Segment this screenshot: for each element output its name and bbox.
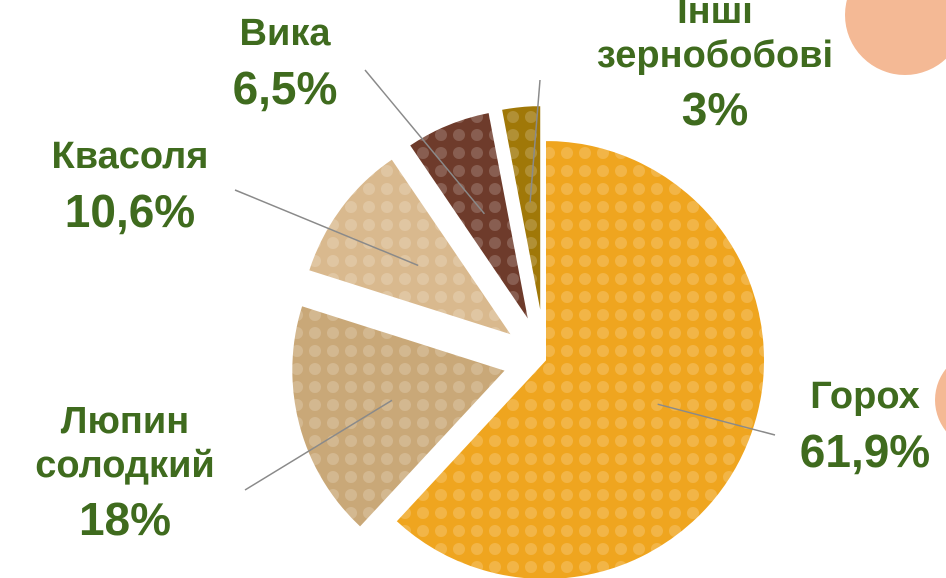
- slice-label: Люпин солодкий 18%: [0, 400, 250, 546]
- category-name: Горох: [810, 375, 920, 417]
- slice-texture: [395, 140, 765, 578]
- slice-label: Інші зернобобові 3%: [560, 0, 870, 136]
- category-name: Люпин солодкий: [35, 400, 215, 486]
- slice-texture: [308, 158, 513, 337]
- value-label: 3%: [681, 83, 749, 136]
- decor-circle: [935, 368, 946, 432]
- value-label: 6,5%: [232, 61, 338, 114]
- category-name: Вика: [239, 12, 331, 54]
- leader-line: [529, 79, 541, 203]
- value-label: 10,6%: [64, 184, 196, 237]
- slice-label: Горох 61,9%: [775, 375, 946, 478]
- leader-line: [234, 189, 419, 267]
- decor-circle: [845, 0, 946, 75]
- value-label: 18%: [78, 493, 172, 546]
- leader-line: [244, 399, 393, 491]
- category-name: Інші зернобобові: [596, 0, 834, 76]
- slice-texture: [408, 111, 530, 324]
- value-label: 61,9%: [799, 424, 931, 477]
- leader-line: [364, 69, 486, 215]
- slice-texture: [500, 105, 542, 321]
- leader-line: [657, 403, 776, 436]
- slice-label: Квасоля 10,6%: [20, 135, 240, 238]
- category-name: Квасоля: [51, 135, 209, 177]
- slice-label: Вика 6,5%: [200, 12, 370, 115]
- slice-texture: [291, 305, 507, 528]
